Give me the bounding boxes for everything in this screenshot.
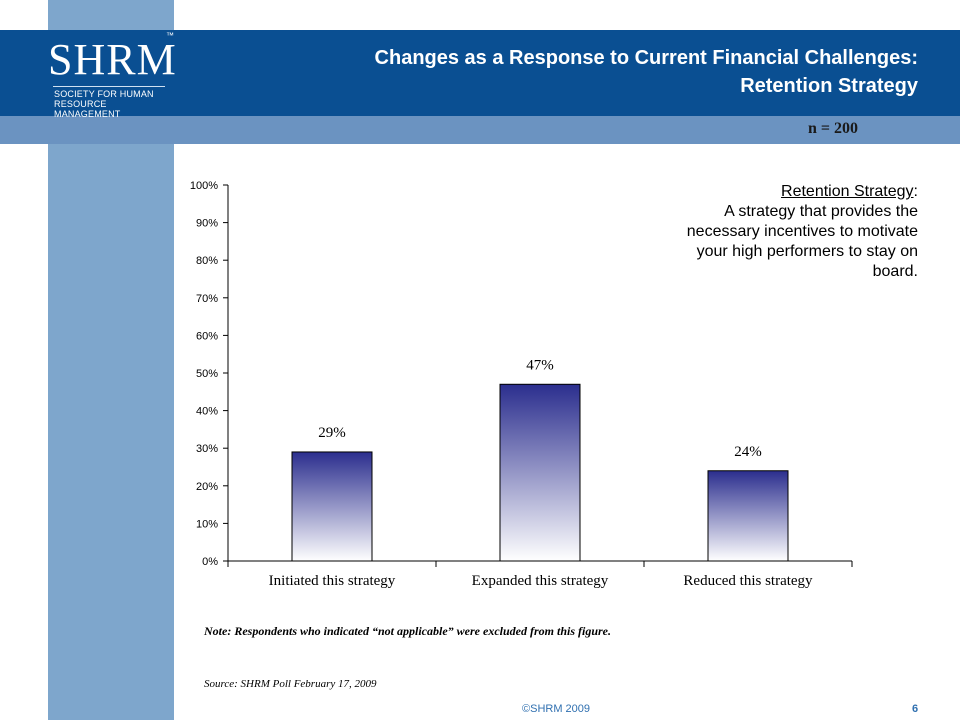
y-tick-label: 40% [196, 406, 218, 418]
page-number: 6 [912, 703, 919, 715]
data-label: 24% [734, 444, 762, 460]
source-line: Source: SHRM Poll February 17, 2009 [204, 678, 377, 690]
logo-subtitle-line1: SOCIETY FOR HUMAN [54, 89, 154, 99]
definition-line4: board. [872, 263, 918, 280]
title-line1: Changes as a Response to Current Financi… [374, 47, 918, 69]
bar [291, 451, 373, 562]
logo-subtitle-line2: RESOURCE MANAGEMENT [54, 99, 121, 119]
definition-term: Retention Strategy [781, 183, 914, 200]
definition-line1: A strategy that provides the [724, 203, 918, 220]
page-title: Changes as a Response to Current Financi… [218, 44, 918, 100]
definition-line3: your high performers to stay on [696, 243, 918, 260]
logo-subtitle: SOCIETY FOR HUMAN RESOURCE MANAGEMENT [54, 89, 172, 119]
y-tick-label: 70% [196, 293, 218, 305]
logo-mark: SHRM [48, 35, 177, 84]
copyright: ©SHRM 2009 [522, 703, 591, 715]
y-tick-label: 50% [196, 368, 218, 380]
y-tick-label: 0% [202, 556, 218, 568]
y-tick-label: 100% [190, 180, 218, 192]
x-category-label: Reduced this strategy [683, 573, 813, 589]
y-tick-label: 60% [196, 330, 218, 342]
definition-box: Retention Strategy: A strategy that prov… [600, 182, 918, 282]
y-tick-label: 80% [196, 255, 218, 267]
sample-size: n = 200 [807, 120, 858, 137]
x-category-label: Initiated this strategy [269, 573, 396, 589]
y-tick-label: 30% [196, 443, 218, 455]
x-category-label: Expanded this strategy [472, 573, 609, 589]
title-line2: Retention Strategy [740, 75, 918, 97]
bar-chart: 0% 10% 20% 30% 40% 50% 60% 70% 80% 90% 100% 29% Ini… [190, 180, 853, 589]
logo-trademark: ™ [166, 31, 174, 40]
footnote: Note: Respondents who indicated “not app… [204, 624, 611, 638]
y-tick-label: 20% [196, 481, 218, 493]
bar [707, 470, 789, 562]
data-label: 47% [526, 357, 554, 373]
shrm-logo: SHRM ™ SOCIETY FOR HUMAN RESOURCE MANAGE… [48, 31, 177, 119]
definition-line2: necessary incentives to motivate [686, 223, 918, 240]
y-tick-label: 10% [196, 518, 218, 530]
bar [499, 383, 581, 562]
data-label: 29% [318, 425, 346, 441]
sub-band [0, 116, 960, 144]
logo-divider [53, 86, 165, 87]
y-tick-label: 90% [196, 218, 218, 230]
